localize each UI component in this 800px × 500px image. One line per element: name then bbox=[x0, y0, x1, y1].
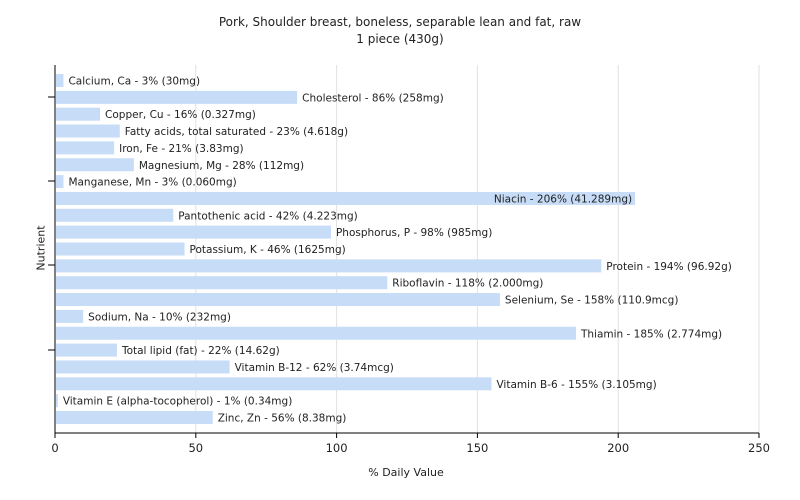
bar bbox=[56, 90, 298, 104]
data-label: Calcium, Ca - 3% (30mg) bbox=[68, 76, 200, 88]
data-label: Protein - 194% (96.92g) bbox=[606, 261, 732, 273]
bar bbox=[56, 191, 636, 205]
bar bbox=[56, 124, 120, 138]
bar bbox=[56, 107, 101, 121]
data-label: Vitamin E (alpha-tocopherol) - 1% (0.34m… bbox=[63, 396, 293, 408]
bar bbox=[56, 175, 64, 189]
data-label: Phosphorus, P - 98% (985mg) bbox=[336, 227, 492, 239]
bar bbox=[56, 74, 64, 87]
bar bbox=[56, 293, 500, 307]
data-label: Magnesium, Mg - 28% (112mg) bbox=[139, 160, 304, 172]
data-label: Vitamin B-12 - 62% (3.74mcg) bbox=[235, 362, 394, 374]
data-label: Niacin - 206% (41.289mg) bbox=[494, 193, 632, 205]
data-label: Vitamin B-6 - 155% (3.105mg) bbox=[496, 379, 656, 391]
data-label: Riboflavin - 118% (2.000mg) bbox=[392, 278, 543, 290]
y-axis-label: Nutrient bbox=[34, 225, 48, 271]
x-tick-label: 200 bbox=[607, 441, 629, 455]
data-label: Iron, Fe - 21% (3.83mg) bbox=[119, 143, 243, 155]
data-label: Manganese, Mn - 3% (0.060mg) bbox=[68, 177, 236, 189]
x-tick-label: 250 bbox=[748, 441, 770, 455]
bar bbox=[56, 360, 230, 374]
x-tick-label: 100 bbox=[326, 441, 348, 455]
chart-subtitle: 1 piece (430g) bbox=[356, 32, 444, 46]
data-label: Pantothenic acid - 42% (4.223mg) bbox=[178, 210, 357, 222]
bar bbox=[56, 309, 84, 323]
bar bbox=[56, 208, 174, 222]
data-label: Potassium, K - 46% (1625mg) bbox=[190, 244, 346, 256]
bar bbox=[56, 276, 388, 290]
bar bbox=[56, 343, 117, 357]
bar bbox=[56, 242, 185, 256]
bar bbox=[56, 158, 134, 172]
data-label: Selenium, Se - 158% (110.9mcg) bbox=[505, 295, 678, 307]
bar bbox=[56, 377, 492, 391]
data-label: Fatty acids, total saturated - 23% (4.61… bbox=[125, 126, 348, 138]
chart-title: Pork, Shoulder breast, boneless, separab… bbox=[218, 15, 582, 29]
data-label: Zinc, Zn - 56% (8.38mg) bbox=[218, 413, 347, 425]
x-tick-label: 0 bbox=[51, 441, 58, 455]
data-label: Thiamin - 185% (2.774mg) bbox=[580, 328, 722, 340]
x-tick-label: 50 bbox=[188, 441, 203, 455]
bar bbox=[56, 326, 576, 340]
x-tick-label: 150 bbox=[466, 441, 488, 455]
data-label: Sodium, Na - 10% (232mg) bbox=[88, 311, 231, 323]
bar bbox=[56, 259, 602, 273]
data-label: Copper, Cu - 16% (0.327mg) bbox=[105, 109, 256, 121]
bar bbox=[56, 411, 213, 424]
data-label: Cholesterol - 86% (258mg) bbox=[302, 92, 444, 104]
x-axis-label: % Daily Value bbox=[368, 466, 444, 479]
bar bbox=[56, 141, 115, 155]
bar bbox=[56, 394, 58, 408]
data-label: Total lipid (fat) - 22% (14.62g) bbox=[121, 345, 280, 357]
bar bbox=[56, 225, 331, 239]
